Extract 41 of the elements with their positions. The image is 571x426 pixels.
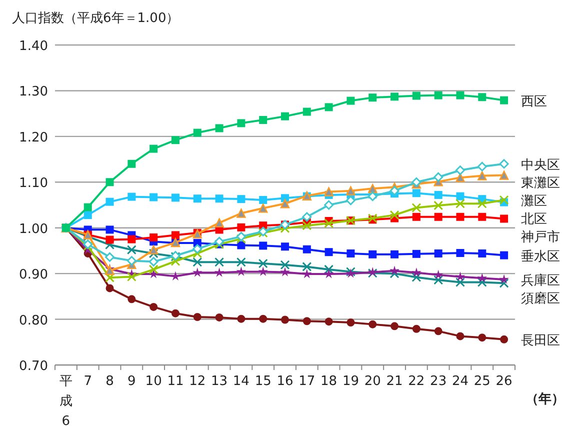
y-tick-label: 0.90 (19, 268, 48, 283)
series-label: 垂水区 (521, 249, 560, 264)
series-label: 灘区 (521, 194, 547, 209)
series-label: 西区 (521, 94, 547, 110)
x-tick-label: 25 (474, 374, 490, 389)
x-tick-label: 15 (254, 374, 272, 389)
series-label: 神戸市 (521, 230, 560, 245)
x-tick-label: 20 (364, 374, 381, 389)
series-label: 長田区 (521, 333, 560, 348)
x-tick-label: 16 (276, 374, 294, 389)
y-tick-label: 1.40 (19, 39, 48, 54)
y-axis-title: 人口指数（平成6年＝1.00） (12, 11, 180, 26)
x-tick-label: 13 (211, 374, 228, 389)
x-tick-label: 23 (430, 374, 447, 389)
y-tick-label: 0.70 (19, 359, 48, 374)
y-tick-label: 1.20 (19, 130, 48, 146)
y-tick-label: 1.00 (19, 222, 48, 237)
x-tick-label: 8 (106, 374, 114, 389)
series-label: 東灘区 (521, 176, 560, 191)
x-tick-label: 22 (408, 374, 425, 389)
x-tick-label: 26 (496, 374, 512, 389)
x-tick-label: 18 (320, 374, 338, 389)
x-tick-label: 19 (342, 374, 359, 389)
x-tick-label: 21 (386, 374, 403, 389)
x-tick-label: 7 (84, 374, 92, 389)
series-label: 中央区 (521, 158, 560, 173)
y-tick-label: 0.80 (19, 313, 48, 328)
x-tick-label: 11 (167, 374, 184, 389)
x-tick-label: 平成6 (59, 374, 72, 426)
x-tick-label: 24 (452, 374, 469, 389)
series-label: 兵庫区 (521, 272, 560, 289)
x-tick-label: 14 (232, 374, 250, 389)
x-tick-label: 12 (189, 374, 206, 389)
series-label: 北区 (521, 212, 547, 227)
y-tick-label: 1.10 (19, 176, 48, 192)
x-tick-label: 10 (145, 374, 162, 389)
y-tick-label: 1.30 (19, 84, 48, 100)
series-label: 須磨区 (521, 292, 560, 307)
x-axis-title: （年） (526, 392, 564, 407)
x-tick-label: 9 (128, 374, 136, 389)
x-tick-label: 17 (298, 374, 316, 389)
